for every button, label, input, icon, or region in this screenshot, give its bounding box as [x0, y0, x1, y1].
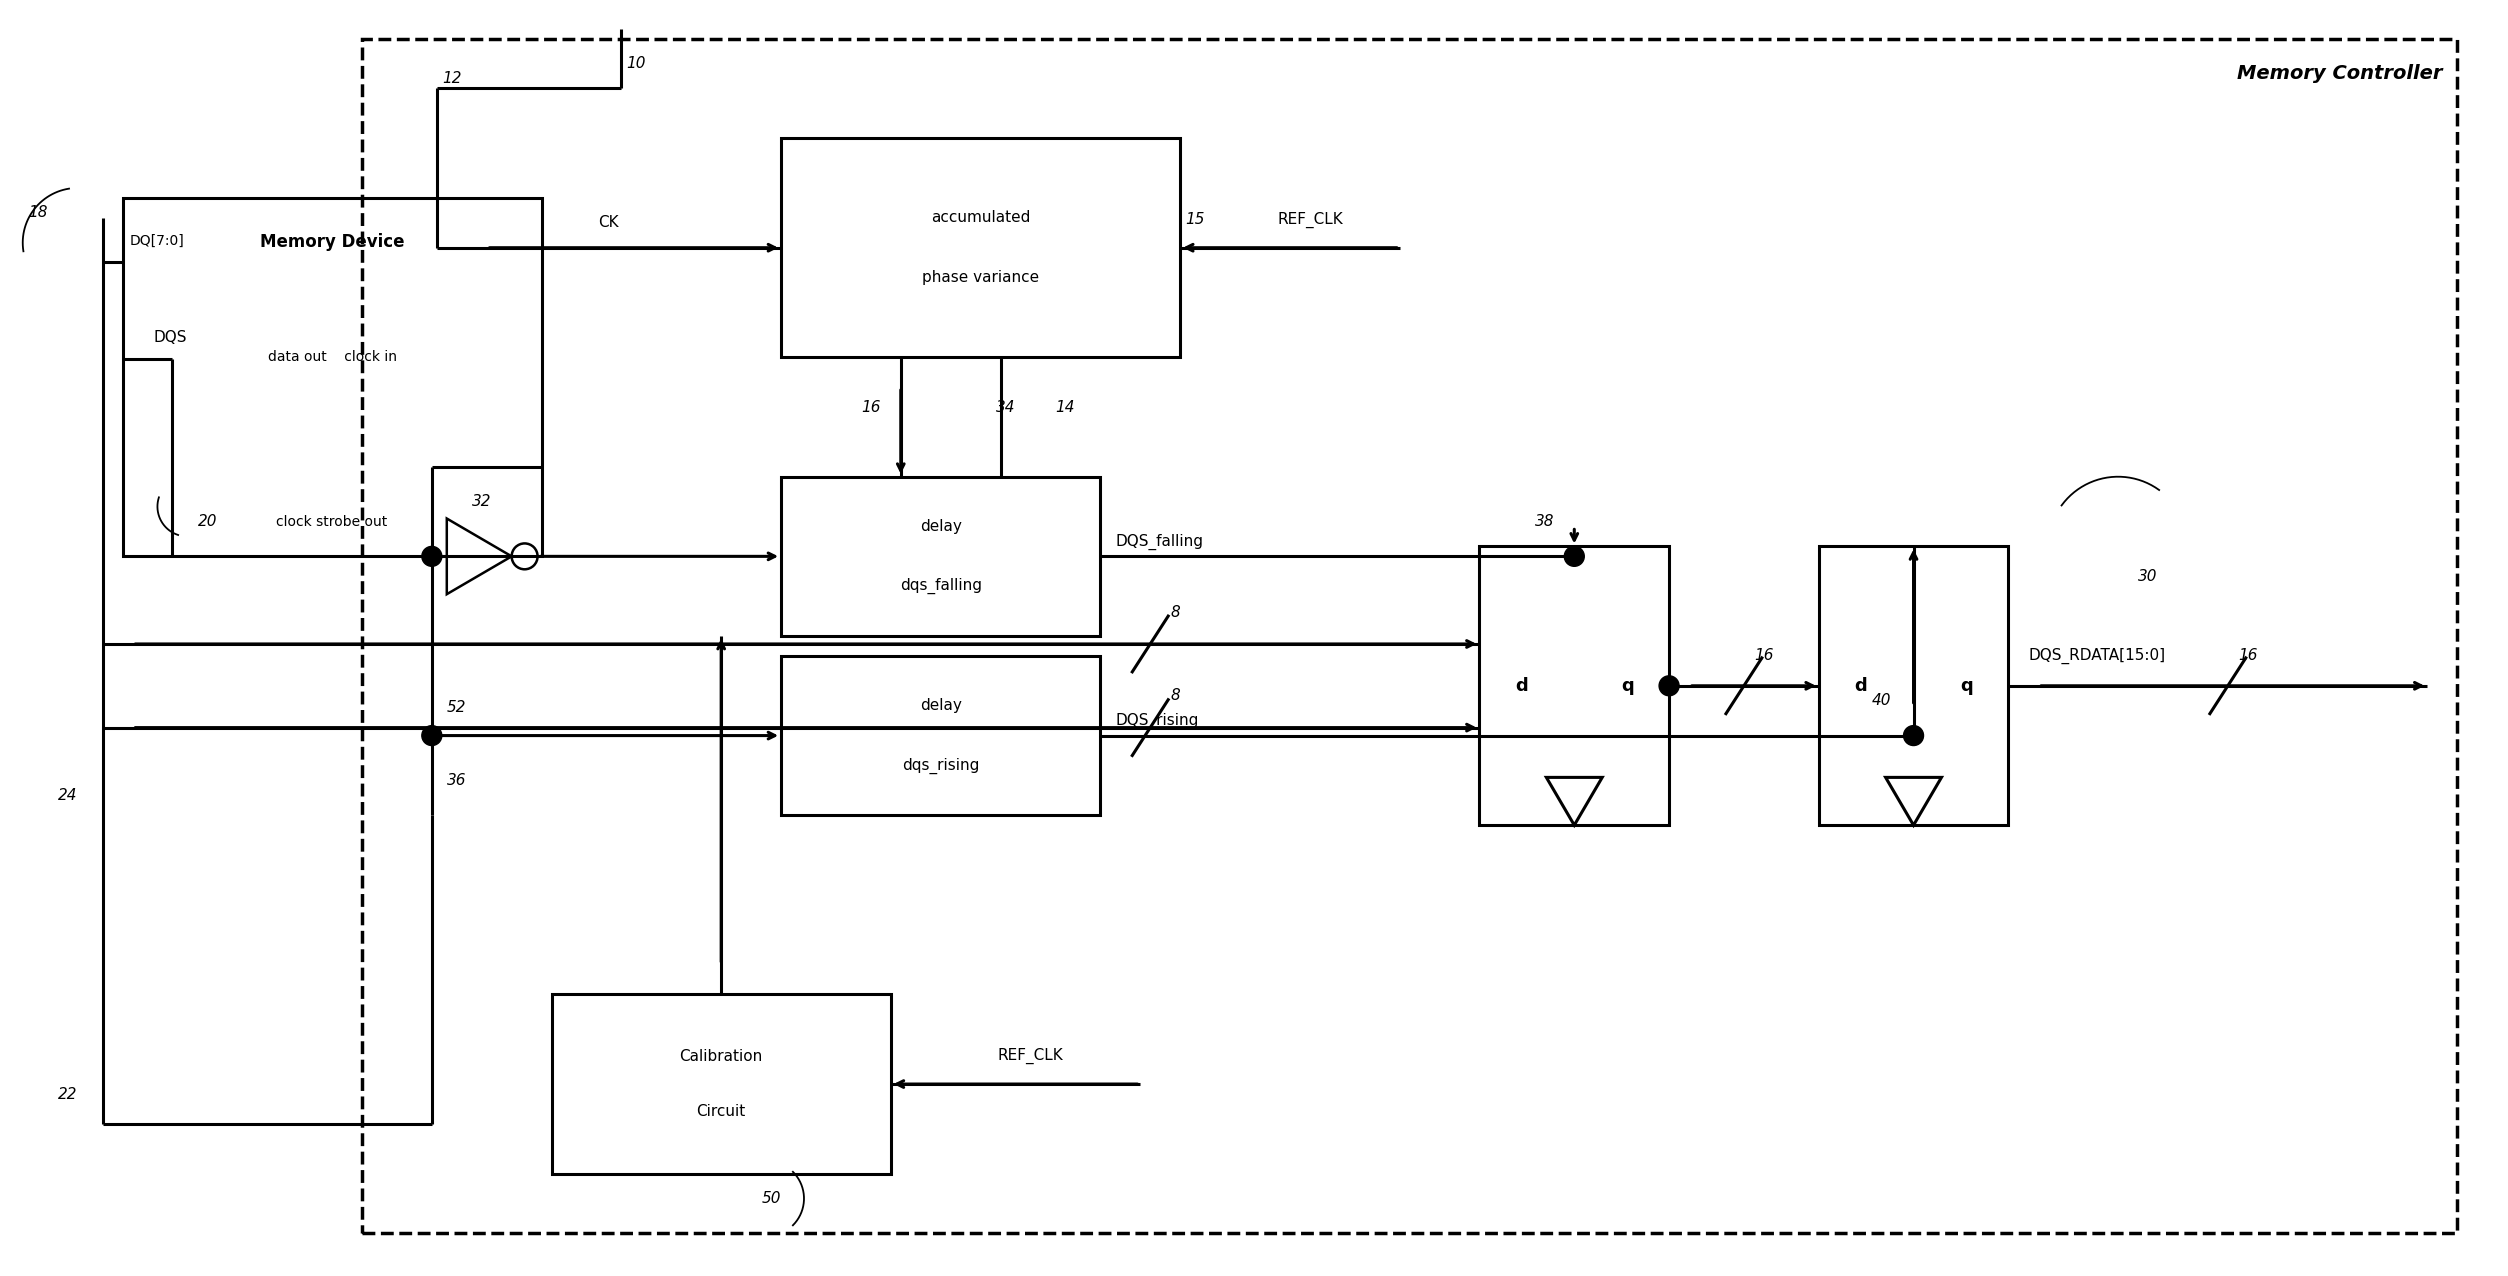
- Text: 14: 14: [1056, 399, 1076, 415]
- Text: 22: 22: [58, 1086, 78, 1101]
- Text: clock strobe out: clock strobe out: [276, 514, 389, 528]
- Text: 36: 36: [446, 773, 466, 787]
- Text: dqs_falling: dqs_falling: [900, 578, 981, 595]
- Text: d: d: [1515, 676, 1527, 695]
- Text: 10: 10: [627, 56, 647, 71]
- Text: REF_CLK: REF_CLK: [998, 1048, 1063, 1064]
- Text: 16: 16: [860, 399, 880, 415]
- Text: data out    clock in: data out clock in: [268, 350, 396, 364]
- Text: 20: 20: [198, 514, 218, 530]
- Text: 38: 38: [1535, 514, 1555, 530]
- Bar: [552, 994, 890, 1174]
- Text: Memory Device: Memory Device: [261, 232, 404, 251]
- Bar: [1480, 546, 1670, 826]
- Text: 30: 30: [2139, 569, 2157, 583]
- Text: REF_CLK: REF_CLK: [1277, 212, 1342, 228]
- Text: 16: 16: [2237, 648, 2257, 664]
- Bar: [780, 138, 1181, 357]
- Text: CK: CK: [599, 216, 619, 230]
- Circle shape: [421, 726, 441, 745]
- Bar: [780, 656, 1101, 815]
- Text: DQ[7:0]: DQ[7:0]: [130, 234, 186, 248]
- Text: 50: 50: [762, 1191, 780, 1206]
- Text: 16: 16: [1753, 648, 1773, 664]
- Text: Memory Controller: Memory Controller: [2237, 64, 2443, 83]
- Text: 34: 34: [996, 399, 1016, 415]
- Text: dqs_rising: dqs_rising: [903, 758, 981, 773]
- Text: delay: delay: [920, 519, 961, 533]
- Text: 52: 52: [446, 701, 466, 715]
- Text: q: q: [1961, 676, 1974, 695]
- Text: q: q: [1620, 676, 1633, 695]
- Text: 15: 15: [1186, 212, 1204, 227]
- Bar: [361, 38, 2458, 1234]
- Circle shape: [1660, 676, 1678, 695]
- Circle shape: [1904, 726, 1924, 745]
- Text: 40: 40: [1871, 693, 1891, 708]
- Text: 12: 12: [441, 71, 461, 85]
- Bar: [1818, 546, 2009, 826]
- Text: Calibration: Calibration: [680, 1049, 762, 1064]
- Text: phase variance: phase variance: [923, 271, 1038, 285]
- Text: d: d: [1853, 676, 1866, 695]
- Bar: [780, 477, 1101, 635]
- Text: DQS_rising: DQS_rising: [1116, 712, 1199, 729]
- Bar: [123, 198, 542, 556]
- Text: accumulated: accumulated: [930, 211, 1031, 226]
- Text: 32: 32: [472, 494, 492, 509]
- Text: 8: 8: [1171, 688, 1181, 703]
- Text: 18: 18: [28, 205, 48, 221]
- Text: DQS_RDATA[15:0]: DQS_RDATA[15:0]: [2029, 648, 2164, 664]
- Text: DQS_falling: DQS_falling: [1116, 533, 1204, 550]
- Circle shape: [1565, 546, 1585, 567]
- Text: Circuit: Circuit: [697, 1105, 745, 1119]
- Text: DQS: DQS: [153, 329, 188, 345]
- Text: 8: 8: [1171, 605, 1181, 620]
- Circle shape: [421, 546, 441, 567]
- Text: delay: delay: [920, 698, 961, 713]
- Text: 24: 24: [58, 787, 78, 803]
